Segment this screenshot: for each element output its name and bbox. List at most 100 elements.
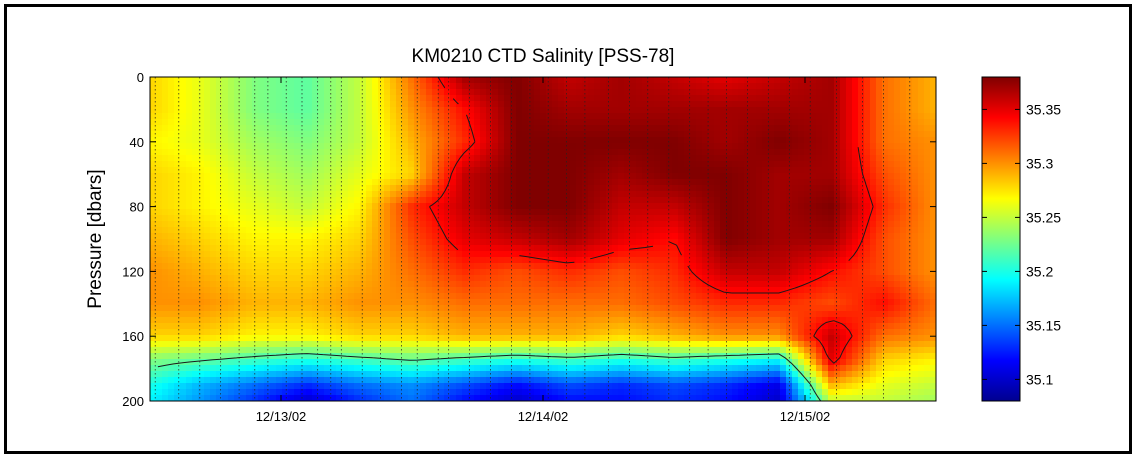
heatmap-cell (666, 245, 673, 252)
heatmap-cell (552, 125, 559, 132)
heatmap-cell (468, 197, 475, 204)
heatmap-cell (522, 77, 529, 84)
heatmap-cell (180, 107, 187, 114)
heatmap-cell (432, 311, 439, 318)
heatmap-cell (360, 329, 367, 336)
heatmap-cell (486, 131, 493, 138)
heatmap-cell (696, 293, 703, 300)
heatmap-cell (210, 113, 217, 120)
heatmap-cell (636, 335, 643, 342)
heatmap-cell (438, 245, 445, 252)
heatmap-cell (210, 149, 217, 156)
heatmap-cell (186, 233, 193, 240)
heatmap-cell (438, 179, 445, 186)
heatmap-cell (264, 275, 271, 282)
heatmap-cell (162, 371, 169, 378)
heatmap-cell (468, 323, 475, 330)
heatmap-cell (564, 287, 571, 294)
heatmap-cell (324, 203, 331, 210)
heatmap-cell (678, 167, 685, 174)
heatmap-cell (276, 389, 283, 396)
heatmap-cell (198, 185, 205, 192)
heatmap-cell (522, 257, 529, 264)
heatmap-cell (354, 83, 361, 90)
heatmap-cell (702, 143, 709, 150)
heatmap-cell (390, 323, 397, 330)
heatmap-cell (522, 137, 529, 144)
heatmap-cell (192, 287, 199, 294)
heatmap-cell (594, 191, 601, 198)
heatmap-cell (498, 125, 505, 132)
heatmap-cell (258, 263, 265, 270)
heatmap-cell (390, 77, 397, 84)
heatmap-cell (330, 221, 337, 228)
heatmap-cell (438, 131, 445, 138)
heatmap-cell (636, 251, 643, 258)
heatmap-cell (150, 287, 157, 294)
heatmap-cell (588, 155, 595, 162)
heatmap-cell (198, 335, 205, 342)
heatmap-cell (270, 125, 277, 132)
heatmap-cell (180, 377, 187, 384)
heatmap-cell (492, 335, 499, 342)
heatmap-cell (222, 371, 229, 378)
heatmap-cell (366, 221, 373, 228)
heatmap-cell (426, 293, 433, 300)
heatmap-cell (540, 131, 547, 138)
heatmap-cell (252, 377, 259, 384)
heatmap-cell (378, 125, 385, 132)
heatmap-cell (552, 293, 559, 300)
heatmap-cell (270, 227, 277, 234)
heatmap-cell (198, 167, 205, 174)
heatmap-cell (576, 269, 583, 276)
heatmap-cell (522, 275, 529, 282)
heatmap-cell (660, 263, 667, 270)
heatmap-cell (258, 383, 265, 390)
heatmap-cell (702, 215, 709, 222)
heatmap-cell (498, 185, 505, 192)
heatmap-cell (396, 215, 403, 222)
heatmap-cell (234, 149, 241, 156)
heatmap-cell (282, 95, 289, 102)
heatmap-cell (690, 221, 697, 228)
heatmap-cell (168, 137, 175, 144)
heatmap-cell (252, 371, 259, 378)
heatmap-cell (174, 101, 181, 108)
heatmap-cell (234, 167, 241, 174)
heatmap-cell (648, 125, 655, 132)
heatmap-cell (630, 395, 637, 401)
heatmap-cell (342, 209, 349, 216)
heatmap-cell (546, 305, 553, 312)
heatmap-cell (246, 299, 253, 306)
heatmap-cell (606, 125, 613, 132)
heatmap-cell (222, 197, 229, 204)
heatmap-cell (588, 281, 595, 288)
heatmap-cell (390, 191, 397, 198)
heatmap-cell (552, 299, 559, 306)
heatmap-cell (156, 275, 163, 282)
heatmap-cell (558, 149, 565, 156)
heatmap-cell (684, 191, 691, 198)
heatmap-cell (450, 227, 457, 234)
heatmap-cell (552, 311, 559, 318)
heatmap-cell (540, 251, 547, 258)
heatmap-cell (600, 125, 607, 132)
heatmap-cell (354, 155, 361, 162)
heatmap-cell (552, 329, 559, 336)
heatmap-cell (666, 77, 673, 84)
heatmap-cell (414, 77, 421, 84)
heatmap-cell (402, 185, 409, 192)
heatmap-cell (522, 179, 529, 186)
heatmap-cell (228, 107, 235, 114)
heatmap-cell (192, 299, 199, 306)
heatmap-cell (594, 173, 601, 180)
heatmap-cell (240, 173, 247, 180)
heatmap-cell (162, 281, 169, 288)
heatmap-cell (624, 173, 631, 180)
heatmap-cell (642, 83, 649, 90)
heatmap-cell (216, 125, 223, 132)
heatmap-cell (288, 251, 295, 258)
heatmap-cell (450, 179, 457, 186)
heatmap-cell (648, 269, 655, 276)
heatmap-cell (426, 335, 433, 342)
